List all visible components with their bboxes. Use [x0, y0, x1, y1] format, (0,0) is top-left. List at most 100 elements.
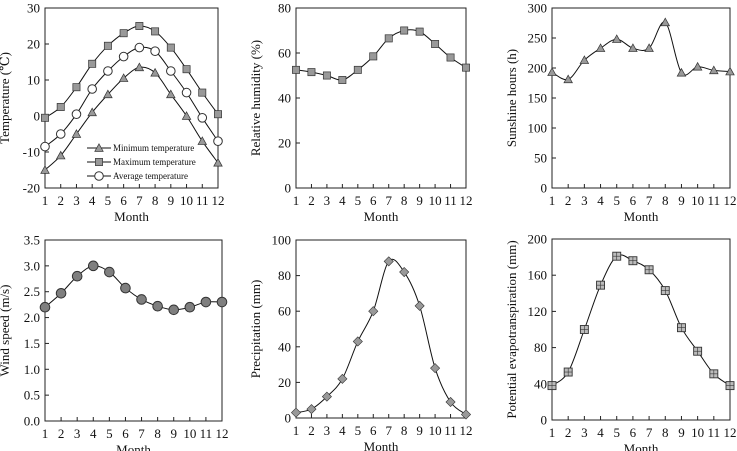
data-point: [119, 29, 128, 38]
data-point: [322, 71, 331, 80]
x-tick-label: 2: [565, 425, 572, 440]
legend-item: Average temperature: [87, 171, 188, 181]
x-tick-label: 4: [339, 193, 346, 208]
x-tick-label: 9: [170, 426, 177, 441]
data-point: [431, 40, 440, 48]
series-1: [39, 260, 228, 316]
x-tick-label: 12: [212, 193, 225, 208]
y-tick-label: 0: [541, 413, 548, 428]
y-tick-label: 40: [278, 339, 291, 354]
data-point: [181, 87, 192, 98]
y-tick-label: 0: [34, 109, 41, 124]
y-tick-label: 1.5: [24, 336, 40, 351]
data-point: [338, 76, 347, 84]
y-tick-label: 3.0: [24, 258, 40, 273]
data-point: [87, 84, 97, 94]
data-point: [579, 55, 590, 64]
y-tick-label: 10: [27, 73, 40, 88]
data-point: [725, 381, 735, 391]
data-point: [306, 404, 317, 415]
x-tick-label: 10: [183, 426, 196, 441]
legend-item: Minimum temperature: [87, 143, 194, 153]
data-point: [197, 136, 208, 145]
x-tick-label: 6: [370, 193, 377, 208]
data-point: [118, 51, 129, 62]
plot-frame: [295, 7, 467, 189]
data-point: [71, 129, 82, 138]
y-tick-label: -20: [23, 181, 40, 196]
x-tick-label: 6: [122, 426, 129, 441]
data-point: [55, 287, 67, 299]
x-tick-label: 7: [138, 426, 145, 441]
data-point: [151, 27, 160, 36]
data-point: [445, 396, 456, 408]
chart-panel-4: 0.00.51.01.52.02.53.03.51 2 3 4 5 6 7 8 9 10 11 12M…: [0, 233, 229, 451]
plot-frame: [551, 238, 731, 421]
data-point: [71, 270, 83, 282]
data-point: [168, 304, 180, 316]
y-tick-label: 20: [278, 136, 291, 151]
x-axis-title: Month: [624, 209, 659, 224]
series-line: [44, 265, 223, 311]
data-point: [430, 363, 441, 374]
x-tick-label: 9: [678, 425, 685, 440]
data-point: [41, 113, 49, 122]
x-tick-label: 1: [549, 193, 556, 208]
x-tick-label: 5: [613, 193, 620, 208]
x-tick-label: 2: [57, 193, 64, 208]
data-point: [383, 256, 394, 267]
series-1: [290, 256, 472, 420]
data-point: [547, 67, 557, 76]
x-tick-label: 9: [416, 193, 423, 208]
x-axis-title: Month: [114, 209, 149, 224]
plot-frame: [44, 7, 219, 189]
y-tick-label: 0.0: [24, 414, 40, 429]
y-tick-label: 100: [528, 121, 548, 136]
y-tick-label: 80: [278, 268, 291, 283]
x-tick-label: 7: [385, 423, 392, 438]
data-point: [214, 110, 222, 119]
legend-marker: [95, 158, 103, 166]
data-point: [612, 251, 622, 261]
x-tick-label: 11: [444, 193, 457, 208]
y-tick-label: -10: [23, 145, 40, 160]
y-tick-label: 80: [278, 1, 291, 16]
series-line: [551, 254, 731, 387]
data-point: [579, 325, 589, 334]
data-point: [369, 52, 378, 61]
data-point: [446, 53, 455, 62]
y-tick-label: 40: [534, 376, 547, 391]
x-tick-label: 12: [460, 423, 473, 438]
x-tick-label: 1: [42, 426, 49, 441]
y-tick-label: 0: [285, 181, 292, 196]
data-point: [384, 34, 393, 43]
x-tick-label: 2: [308, 423, 315, 438]
data-point: [353, 65, 362, 74]
x-tick-label: 6: [370, 423, 377, 438]
data-point: [644, 43, 654, 52]
data-point: [660, 17, 671, 27]
x-tick-label: 9: [168, 193, 175, 208]
data-point: [39, 301, 51, 313]
data-point: [181, 111, 192, 120]
x-tick-label: 11: [708, 425, 721, 440]
data-point: [415, 27, 424, 36]
data-point: [692, 61, 703, 71]
legend-marker: [94, 171, 104, 181]
x-tick-label: 7: [646, 193, 653, 208]
x-tick-label: 6: [630, 193, 637, 208]
x-tick-label: 3: [581, 193, 588, 208]
y-axis-title: Potential evapotranspiration (mm): [504, 240, 519, 418]
data-point: [104, 266, 115, 278]
data-point: [352, 336, 363, 347]
legend-item: Maximum temperature: [87, 157, 196, 167]
y-axis-title: Precipitation (mm): [248, 280, 263, 379]
series-line: [44, 46, 219, 147]
y-tick-label: 20: [27, 37, 40, 52]
x-tick-label: 11: [200, 426, 213, 441]
x-tick-label: 1: [293, 423, 300, 438]
data-point: [134, 62, 145, 72]
x-tick-label: 4: [597, 193, 604, 208]
